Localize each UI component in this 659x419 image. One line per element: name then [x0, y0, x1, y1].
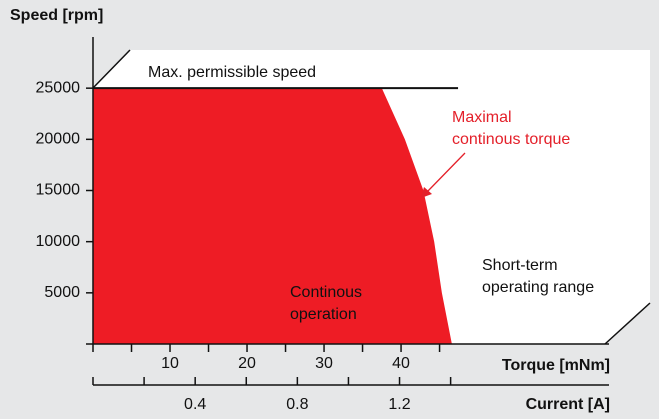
y-tick-label: 25000 — [36, 79, 81, 96]
region-label: Continous — [290, 284, 362, 301]
x2-tick-label: 1.2 — [388, 396, 410, 413]
y-tick-label: 15000 — [36, 182, 81, 199]
y-tick-label: 20000 — [36, 131, 81, 148]
x-axis-title: Torque [mNm] — [502, 357, 610, 374]
x-tick-label: 30 — [315, 355, 333, 372]
region-label: operation — [290, 306, 357, 323]
x2-tick-label: 0.4 — [184, 396, 206, 413]
continuous-region — [93, 88, 452, 345]
y-axis-title: Speed [rpm] — [10, 7, 103, 24]
y-tick-label: 5000 — [44, 284, 80, 301]
annotation: Maximal — [452, 109, 512, 126]
y-tick-label: 10000 — [36, 233, 81, 250]
max-speed-label: Max. permissible speed — [148, 64, 316, 81]
perspective-line — [92, 49, 131, 89]
annotation: continous torque — [452, 131, 570, 148]
x2-tick-label: 0.8 — [286, 396, 308, 413]
x-tick-label: 40 — [392, 355, 410, 372]
annotation-arrow — [426, 152, 466, 193]
plot — [93, 88, 452, 345]
x2-axis-title: Current [A] — [526, 396, 610, 413]
x-tick-label: 10 — [161, 355, 179, 372]
arrow-head — [421, 187, 432, 198]
annotation: Short-term — [482, 257, 558, 274]
annotation: operating range — [482, 279, 594, 296]
perspective-line — [604, 302, 651, 345]
x-tick-label: 20 — [238, 355, 256, 372]
